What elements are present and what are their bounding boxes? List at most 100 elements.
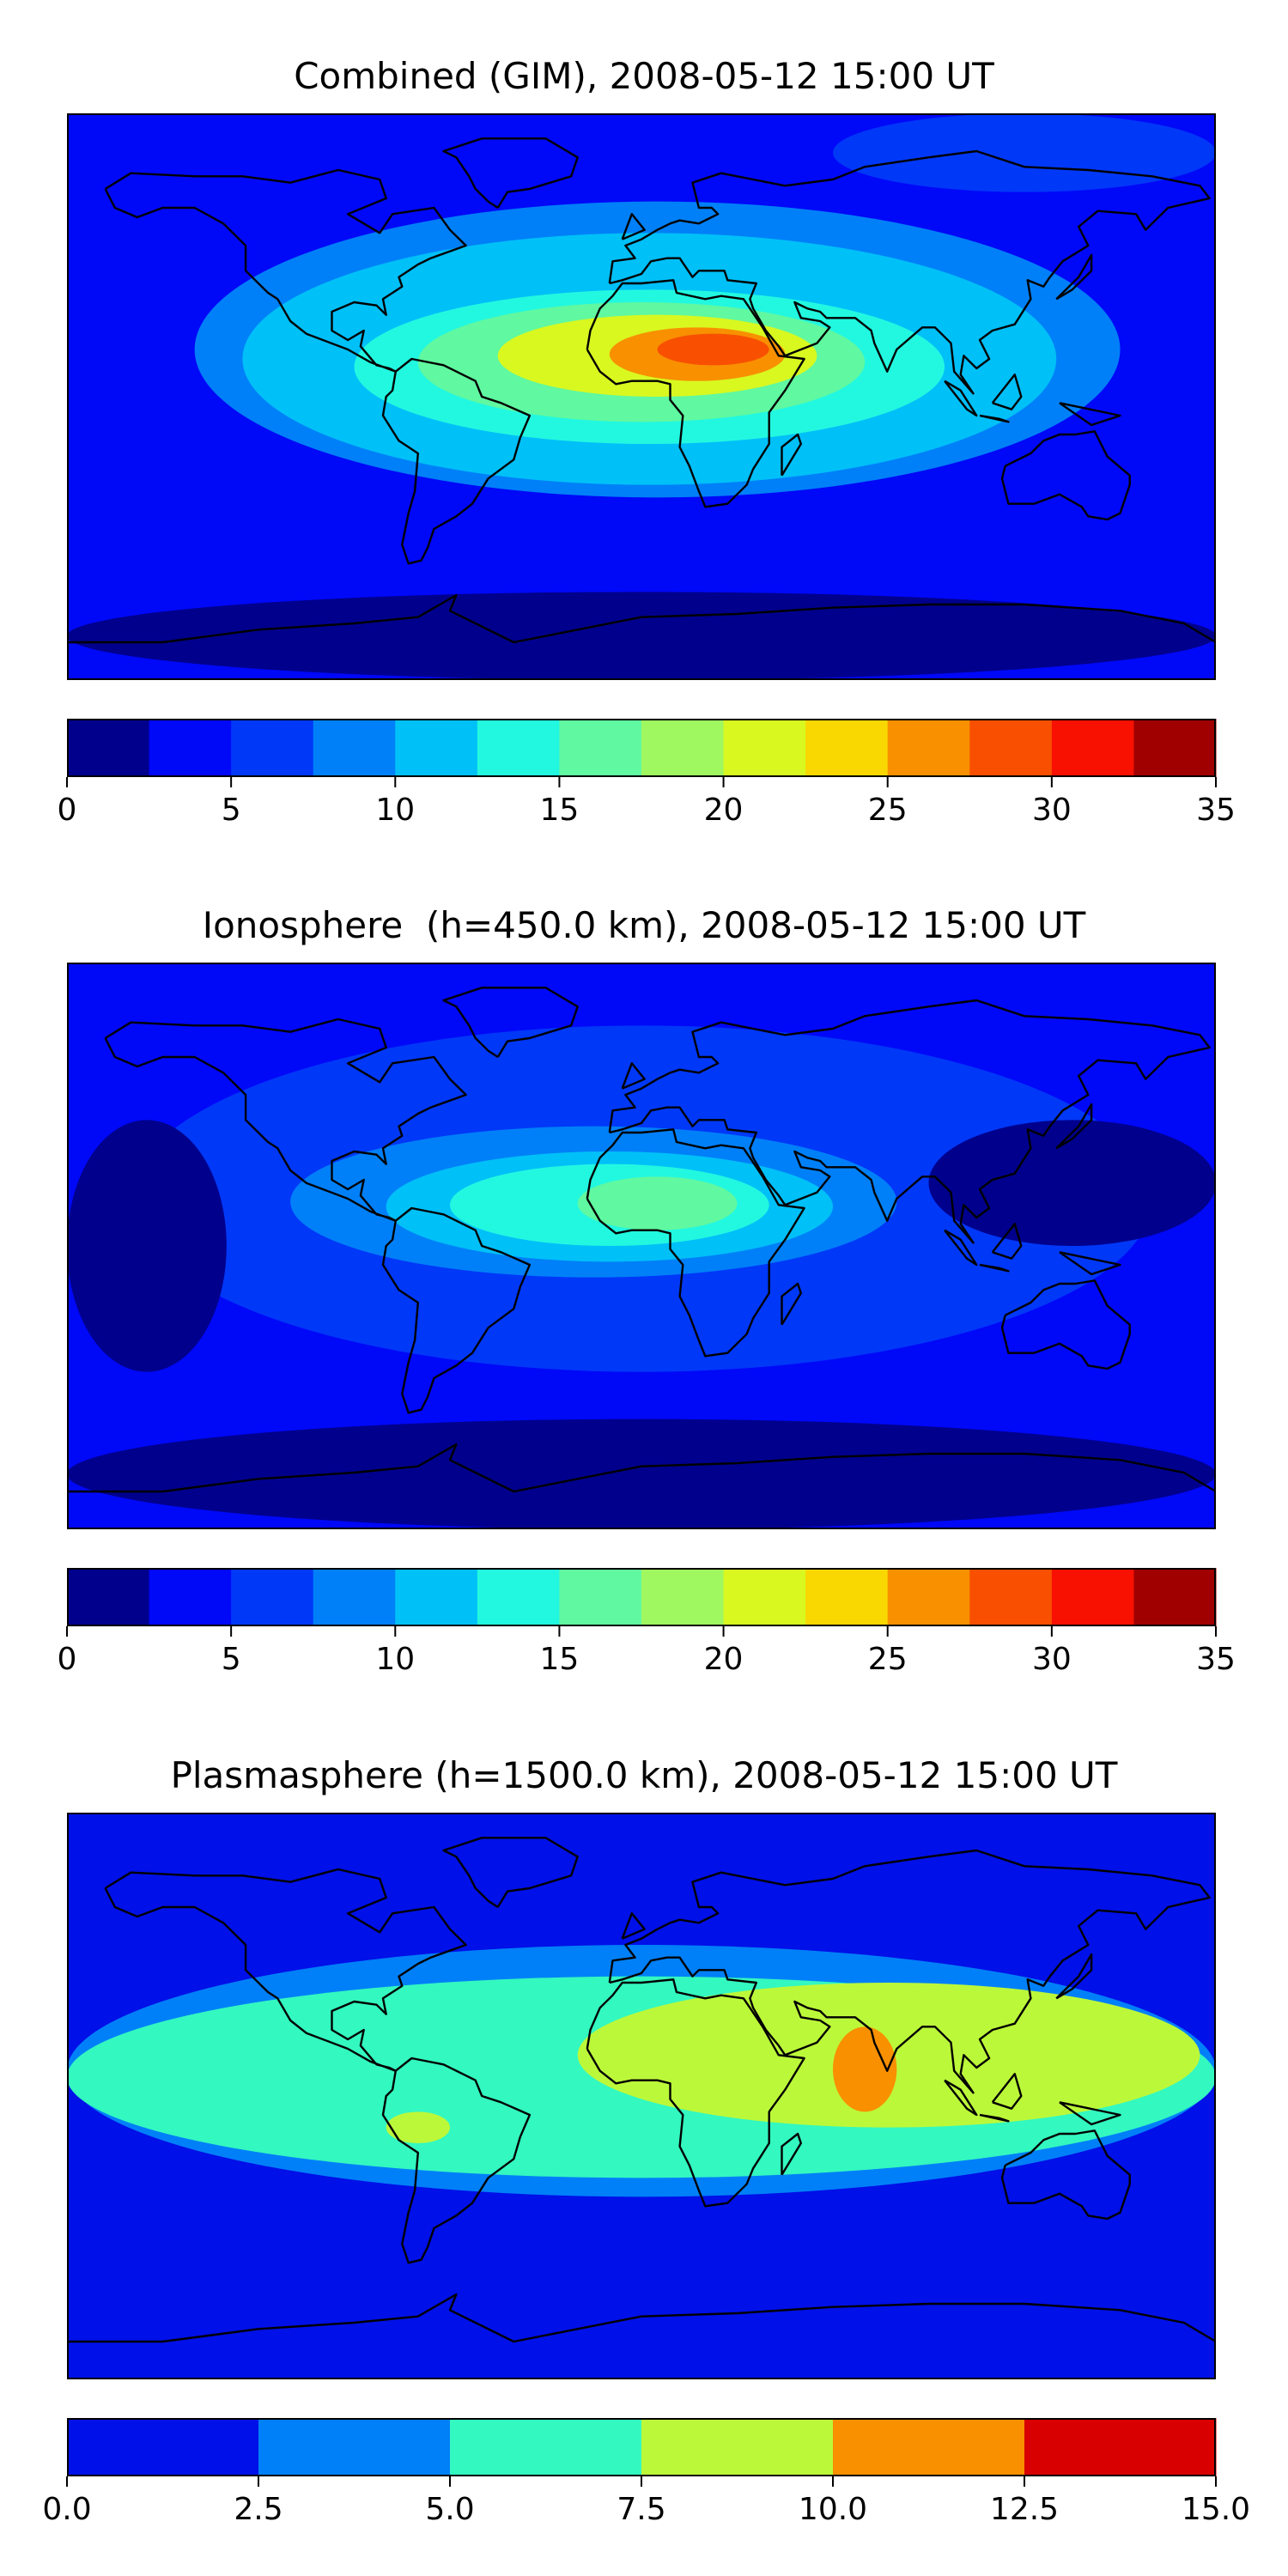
colorbar-tick-label: 30: [1032, 793, 1072, 828]
contour-region-plasmasphere-5: [833, 2026, 897, 2112]
coastline-4: [608, 149, 1211, 395]
contour-region-combined-7: [657, 333, 769, 366]
colorbar-segment: [258, 2418, 451, 2476]
coastline-8: [979, 1263, 1010, 1273]
colorbar-tick-label: 5.0: [425, 2492, 474, 2527]
chart-title-combined: Combined (GIM), 2008-05-12 15:00 UT: [294, 55, 994, 97]
coastline-12: [991, 374, 1023, 410]
coastline-2: [442, 137, 579, 210]
colorbar-frame: [67, 1568, 1216, 1626]
colorbar-segment: [313, 1568, 396, 1626]
colorbar-svg-plasmasphere: 0.0 2.5 5.0 7.5 10.0 12.5 15.0: [42, 2418, 1250, 2527]
map-frame: [67, 113, 1216, 680]
contour-region-combined-8: [67, 592, 1216, 680]
coastline-13: [1059, 2101, 1121, 2126]
coastline-6: [67, 2293, 1216, 2343]
colorbar-segment: [149, 1568, 232, 1626]
coastline-3: [586, 279, 805, 508]
colorbar-tick-label: 0.0: [42, 2492, 91, 2527]
colorbar-combined: 0 5 10 15 20 25 30 35: [58, 719, 1236, 828]
colorbar-svg-combined: 0 5 10 15 20 25 30 35: [58, 719, 1236, 828]
colorbar-tick-label: 35: [1196, 1642, 1236, 1677]
coastline-1: [381, 357, 532, 565]
coastline-3: [586, 1128, 805, 1358]
colorbar-frame: [67, 2418, 1216, 2476]
coastline-7: [944, 380, 978, 417]
coastline-9: [1055, 1103, 1093, 1150]
colorbar-segment: [805, 1568, 889, 1626]
coastline-13: [1059, 1251, 1121, 1276]
coastline-12: [991, 2073, 1023, 2110]
colorbar-segment: [559, 1568, 642, 1626]
colorbar-segment: [477, 719, 560, 777]
coastline-9: [1055, 253, 1093, 301]
contour-region-ionosphere-8: [67, 1419, 1216, 1529]
colorbar-svg-ionosphere: 0 5 10 15 20 25 30 35: [58, 1568, 1236, 1677]
colorbar-ionosphere: 0 5 10 15 20 25 30 35: [58, 1568, 1236, 1677]
colorbar-tick-label: 0: [58, 1642, 77, 1677]
coastline-6: [67, 1443, 1216, 1493]
colorbar-segment: [450, 2418, 642, 2476]
coastline-6: [67, 593, 1216, 644]
coastlines-ionosphere: [67, 987, 1216, 1493]
coastline-2: [442, 1837, 579, 1909]
coastline-0: [104, 168, 467, 373]
coastline-4: [608, 999, 1211, 1244]
map-svg-ionosphere: [67, 963, 1216, 1529]
coastline-10: [621, 1912, 646, 1940]
coastline-1: [381, 2057, 532, 2264]
coastline-10: [621, 1062, 646, 1090]
coastline-8: [979, 414, 1010, 423]
colorbar-segment: [641, 1568, 725, 1626]
colorbar-tick-label: 10.0: [799, 2492, 867, 2527]
colorbar-segment: [67, 1568, 150, 1626]
colorbar-tick-label: 0: [58, 793, 77, 828]
colorbar-segment: [969, 719, 1053, 777]
colorbar-tick-label: 15: [540, 1642, 580, 1677]
coastlines-combined: [67, 137, 1216, 644]
colorbar-segment: [1024, 2418, 1217, 2476]
colorbar-plasmasphere: 0.0 2.5 5.0 7.5 10.0 12.5 15.0: [42, 2418, 1250, 2527]
colorbar-tick-label: 7.5: [617, 2492, 665, 2527]
colorbar-segment: [723, 719, 806, 777]
colorbar-segment: [805, 719, 889, 777]
colorbar-segment: [395, 1568, 478, 1626]
colorbar-segment: [313, 719, 396, 777]
contour-region-plasmasphere-4: [386, 2111, 450, 2143]
colorbar-tick-label: 20: [704, 793, 744, 828]
colorbar-segment: [641, 2418, 834, 2476]
colorbar-segment: [559, 719, 642, 777]
map-frame: [67, 963, 1216, 1529]
colorbar-segment: [395, 719, 478, 777]
colorbar-segment: [1133, 1568, 1217, 1626]
map-ionosphere: [67, 963, 1216, 1529]
colorbar-segment: [723, 1568, 806, 1626]
coastline-5: [1000, 430, 1131, 521]
coastline-5: [1000, 1279, 1131, 1370]
coastline-13: [1059, 402, 1121, 427]
coastline-7: [944, 2079, 978, 2117]
map-combined: [67, 113, 1216, 680]
chart-title-ionosphere: Ionosphere (h=450.0 km), 2008-05-12 15:0…: [202, 904, 1086, 946]
colorbar-segment: [67, 2418, 259, 2476]
colorbar-segment: [1133, 719, 1217, 777]
colorbar-segment: [1051, 719, 1134, 777]
coastline-4: [608, 1849, 1211, 2094]
colorbar-tick-label: 15: [540, 793, 580, 828]
coastline-7: [944, 1229, 978, 1267]
coastline-1: [381, 1206, 532, 1414]
contour-region-combined-9: [833, 113, 1216, 192]
coastline-12: [991, 1223, 1023, 1260]
colorbar-segment: [231, 719, 314, 777]
colorbar-segment: [887, 719, 970, 777]
colorbar-segment: [641, 719, 725, 777]
map-plasmasphere: [67, 1813, 1216, 2379]
colorbar-segment: [969, 1568, 1053, 1626]
coastlines-plasmasphere: [67, 1837, 1216, 2343]
contour-region-ionosphere-5: [577, 1176, 738, 1230]
colorbar-tick-label: 5: [222, 793, 241, 828]
colorbar-segment: [231, 1568, 314, 1626]
colorbar-tick-label: 2.5: [234, 2492, 283, 2527]
colorbar-segment: [887, 1568, 970, 1626]
contour-region-ionosphere-6: [928, 1120, 1216, 1246]
